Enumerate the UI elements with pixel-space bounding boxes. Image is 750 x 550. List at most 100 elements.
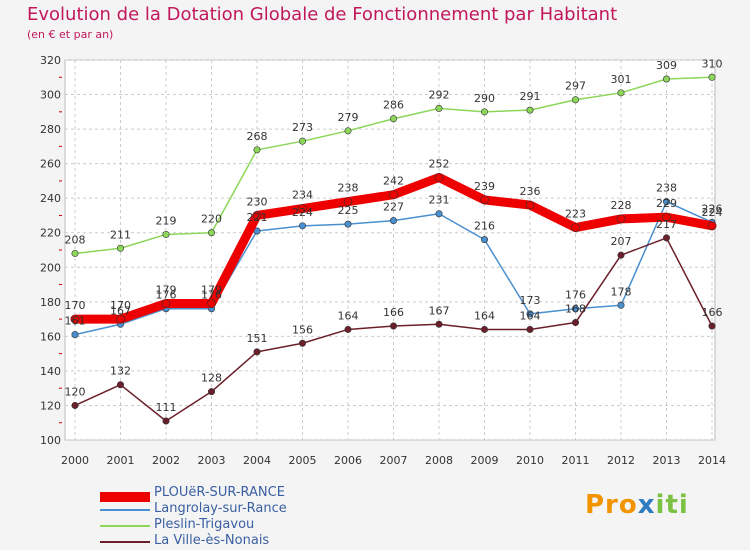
series-3-point [116, 314, 125, 324]
data-label: 228 [611, 199, 632, 212]
x-tick-label: 2005 [289, 454, 317, 467]
data-label: 219 [156, 214, 177, 227]
series-3-point [434, 173, 444, 182]
data-label: 268 [247, 130, 268, 143]
plot-area [64, 59, 716, 441]
data-label: 179 [201, 284, 222, 297]
series-0-point [435, 210, 443, 218]
data-label: 231 [429, 194, 450, 207]
data-label: 132 [110, 365, 131, 378]
data-label: 151 [247, 332, 268, 345]
data-label: 238 [656, 182, 677, 195]
y-tick-label: 160 [40, 330, 61, 343]
x-tick-label: 2012 [607, 454, 635, 467]
series-3-point [707, 221, 717, 231]
data-label: 128 [201, 372, 222, 385]
series-3-point [616, 214, 626, 224]
data-label: 120 [65, 385, 86, 398]
x-tick-label: 2003 [198, 454, 226, 467]
data-label: 226 [702, 202, 723, 215]
legend-label: Langrolay-sur-Rance [154, 501, 287, 516]
series-1-point [662, 75, 670, 83]
data-label: 176 [201, 289, 222, 302]
data-label: 221 [247, 211, 268, 224]
x-tick-label: 2004 [243, 454, 271, 467]
x-tick-label: 2014 [698, 454, 726, 467]
series-2-point [480, 325, 488, 333]
data-label: 164 [474, 309, 495, 322]
series-3-point [389, 190, 398, 200]
series-0-point [526, 310, 534, 318]
series [70, 73, 717, 425]
data-label: 224 [702, 206, 723, 219]
series-1-point [117, 244, 125, 252]
series-2-point [208, 388, 216, 396]
y-tick-label: 140 [40, 365, 61, 378]
y-tick-label: 320 [40, 54, 61, 67]
series-1-point [571, 96, 579, 104]
series-2-point [344, 325, 352, 333]
data-label: 220 [201, 213, 222, 226]
chart-subtitle: (en € et par an) [27, 28, 114, 41]
data-label: 238 [338, 182, 359, 195]
y-tick-label: 300 [40, 89, 61, 102]
legend-label: La Ville-ès-Nonais [154, 533, 270, 548]
y-tick-label: 280 [40, 123, 61, 136]
data-label: 179 [156, 284, 177, 297]
data-label: 309 [656, 59, 677, 72]
legend-item: La Ville-ès-Nonais [100, 533, 420, 549]
data-label: 211 [110, 228, 131, 241]
series-3-point [70, 314, 80, 324]
x-tick-label: 2008 [425, 454, 453, 467]
data-label: 223 [565, 208, 586, 221]
x-tick-label: 2001 [107, 454, 135, 467]
data-label: 166 [702, 306, 723, 319]
legend-item: Pleslin-Trigavou [100, 517, 420, 533]
y-tick-label: 240 [40, 192, 61, 205]
series-3-point [207, 299, 216, 308]
series-1-point [208, 229, 216, 237]
data-label: 286 [383, 99, 404, 112]
data-label: 166 [383, 306, 404, 319]
data-label: 225 [338, 204, 359, 217]
series-2-point [117, 381, 125, 389]
data-label: 170 [65, 299, 86, 312]
series-2-point [526, 325, 534, 333]
legend-swatch-ville-es-nonais [100, 541, 150, 543]
series-2-point [162, 417, 170, 425]
series-1-point [526, 106, 534, 114]
data-label: 242 [383, 175, 404, 188]
data-label: 176 [156, 289, 177, 302]
data-label: 310 [702, 57, 723, 70]
data-label: 178 [611, 285, 632, 298]
series-1-point [253, 146, 261, 154]
series-2-point [389, 322, 397, 330]
data-label: 216 [474, 220, 495, 233]
data-label: 176 [565, 289, 586, 302]
y-tick-label: 100 [40, 434, 61, 447]
data-label: 167 [429, 304, 450, 317]
y-tick-label: 120 [40, 399, 61, 412]
proxiti-logo: Proxiti [585, 490, 689, 520]
legend-swatch-pleslin [100, 525, 150, 527]
data-label: 156 [292, 323, 313, 336]
y-tick-label: 220 [40, 227, 61, 240]
series-3-point [571, 223, 580, 232]
y-tick-label: 200 [40, 261, 61, 274]
x-tick-label: 2000 [61, 454, 89, 467]
series-3-point [252, 211, 262, 220]
data-label: 207 [611, 235, 632, 248]
legend-item: PLOUëR-SUR-RANCE [100, 485, 420, 502]
data-label: 290 [474, 92, 495, 105]
data-label: 291 [520, 90, 541, 103]
series-1-point [298, 137, 306, 145]
data-label: 161 [65, 315, 86, 328]
series-1-point [162, 230, 170, 238]
data-label: 227 [383, 201, 404, 214]
legend-label: Pleslin-Trigavou [154, 517, 255, 532]
data-label: 170 [110, 299, 131, 312]
data-label: 164 [338, 309, 359, 322]
data-label: 208 [65, 233, 86, 246]
